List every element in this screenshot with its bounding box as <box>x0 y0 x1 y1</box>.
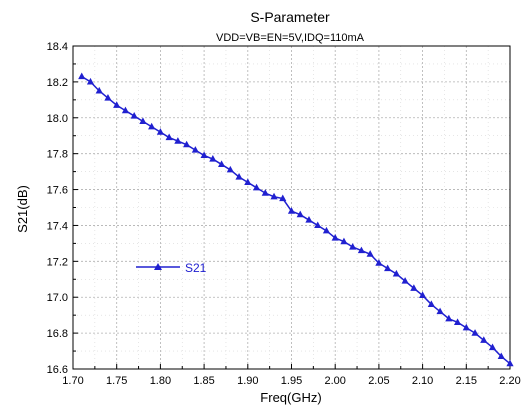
y-tick-label: 18.4 <box>47 41 68 53</box>
data-point <box>95 86 103 94</box>
data-point <box>305 216 313 223</box>
y-tick-label: 17.4 <box>47 220 68 232</box>
data-point <box>86 77 95 85</box>
x-tick-label: 2.10 <box>412 375 433 387</box>
data-point <box>322 226 331 234</box>
data-point <box>497 352 505 360</box>
data-point <box>462 323 470 331</box>
data-point <box>261 189 269 196</box>
axis-ticks: 1.70 1.75 1.80 1.85 1.90 1.95 2.00 2.05 2.10 2.15… <box>47 41 521 387</box>
data-point <box>488 343 497 351</box>
y-tick-label: 17.8 <box>47 149 68 161</box>
data-point <box>436 307 444 315</box>
grid-lines <box>73 46 510 369</box>
data-point <box>506 359 514 367</box>
y-tick-label: 18.0 <box>47 113 68 125</box>
y-tick-label: 17.0 <box>47 292 68 304</box>
data-point <box>226 165 234 173</box>
data-point <box>375 259 383 266</box>
data-point <box>148 122 156 130</box>
data-point <box>270 192 278 200</box>
legend-label-s21: S21 <box>185 261 207 275</box>
data-point <box>244 178 252 185</box>
data-point <box>480 336 488 343</box>
y-tick-label: 17.2 <box>47 256 68 268</box>
data-point <box>174 137 182 144</box>
data-point <box>314 221 322 229</box>
chart-title: S-Parameter <box>250 9 330 25</box>
data-point <box>357 246 366 254</box>
y-tick-label: 16.6 <box>47 364 68 376</box>
data-point <box>121 106 130 114</box>
data-point <box>453 318 462 325</box>
data-point <box>130 111 138 119</box>
data-point <box>200 151 208 159</box>
data-point <box>279 194 287 202</box>
data-point <box>366 250 374 257</box>
legend-marker-s21 <box>154 263 162 270</box>
data-point <box>287 207 296 214</box>
x-tick-label: 1.85 <box>193 375 214 387</box>
y-axis-label: S21(dB) <box>15 185 30 233</box>
data-point <box>384 264 392 272</box>
legend: S21 <box>136 261 207 275</box>
data-point <box>113 101 121 108</box>
data-point <box>419 291 427 299</box>
data-point <box>235 172 243 180</box>
data-point <box>191 146 199 153</box>
x-tick-label: 1.90 <box>237 375 258 387</box>
data-point <box>427 300 435 307</box>
data-point <box>331 234 339 241</box>
data-point <box>183 140 191 148</box>
x-tick-label: 1.75 <box>106 375 127 387</box>
data-point <box>104 94 112 101</box>
x-tick-label: 2.20 <box>499 375 520 387</box>
data-point <box>296 210 304 218</box>
x-tick-label: 1.95 <box>281 375 302 387</box>
data-point <box>139 117 147 124</box>
data-point <box>78 72 86 80</box>
data-point <box>252 183 261 191</box>
x-tick-label: 1.80 <box>150 375 171 387</box>
x-tick-label: 2.15 <box>456 375 477 387</box>
data-point <box>165 133 173 141</box>
y-tick-label: 17.6 <box>47 185 68 197</box>
data-point <box>217 160 226 168</box>
x-tick-label: 1.70 <box>62 375 83 387</box>
y-tick-label: 16.8 <box>47 328 68 340</box>
data-point <box>340 237 348 245</box>
data-point <box>471 329 479 336</box>
data-point <box>445 314 453 322</box>
chart-subtitle: VDD=VB=EN=5V,IDQ=110mA <box>216 32 365 44</box>
data-point <box>401 277 409 284</box>
series-layer <box>78 72 514 367</box>
data-point <box>349 242 357 250</box>
data-point <box>209 155 217 162</box>
x-axis-label: Freq(GHz) <box>260 390 321 405</box>
data-point <box>392 269 400 277</box>
x-tick-label: 2.05 <box>368 375 389 387</box>
data-point <box>156 128 164 135</box>
y-tick-label: 18.2 <box>47 77 68 89</box>
data-point <box>410 284 418 291</box>
x-tick-label: 2.00 <box>324 375 345 387</box>
